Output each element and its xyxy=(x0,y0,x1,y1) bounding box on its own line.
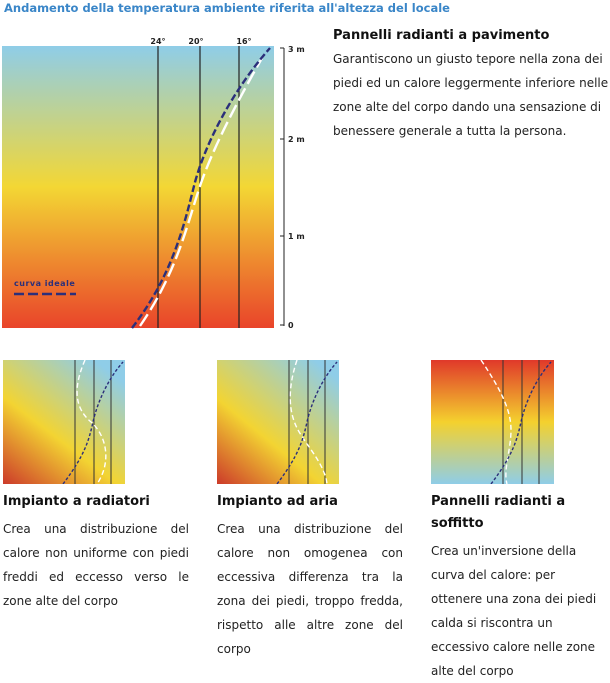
radiator-caption: Impianto a radiatori Crea una distribuzi… xyxy=(3,491,189,613)
air-caption: Impianto ad aria Crea una distribuzione … xyxy=(217,491,403,661)
air-white-curve xyxy=(289,360,328,484)
air-text: Crea una distribuzione del calore non om… xyxy=(217,522,403,656)
ceiling-caption: Pannelli radianti a soffitto Crea un'inv… xyxy=(431,491,607,683)
radiator-blue-curve xyxy=(62,361,124,484)
temp-label-16: 16° xyxy=(236,37,251,46)
floor-heating-title: Pannelli radianti a pavimento xyxy=(333,28,550,43)
radiator-text: Crea una distribuzione del calore non un… xyxy=(3,522,189,608)
height-label-2m: 2 m xyxy=(288,135,305,144)
air-chart xyxy=(217,360,339,484)
height-label-0: 0 xyxy=(288,321,294,330)
ideal-curve xyxy=(139,57,264,327)
ceiling-blue-curve xyxy=(490,361,552,484)
page-title: Andamento della temperatura ambiente rif… xyxy=(4,1,450,15)
radiator-title: Impianto a radiatori xyxy=(3,494,150,509)
ceiling-text: Crea un'inversione della curva del calor… xyxy=(431,544,597,678)
height-label-3m: 3 m xyxy=(288,45,305,54)
gradient-panel xyxy=(2,46,274,328)
height-label-1m: 1 m xyxy=(288,232,305,241)
main-temperature-chart: 24° 20° 16° 3 m 2 m 1 m 0 curva ideale xyxy=(2,37,305,330)
radiator-white-curve xyxy=(76,360,107,484)
legend-label: curva ideale xyxy=(14,279,75,288)
temp-label-20: 20° xyxy=(188,37,203,46)
temp-label-24: 24° xyxy=(150,37,165,46)
radiator-chart xyxy=(3,360,125,484)
floor-heating-description: Pannelli radianti a pavimento Garantisco… xyxy=(333,28,609,143)
air-title: Impianto ad aria xyxy=(217,494,338,509)
ceiling-white-curve xyxy=(480,360,512,484)
floor-heating-text: Garantiscono un giusto tepore nella zona… xyxy=(333,52,609,138)
floor-heating-curve xyxy=(131,47,271,329)
ceiling-chart xyxy=(431,360,554,484)
air-blue-curve xyxy=(276,361,338,484)
ceiling-title: Pannelli radianti a soffitto xyxy=(431,494,566,531)
